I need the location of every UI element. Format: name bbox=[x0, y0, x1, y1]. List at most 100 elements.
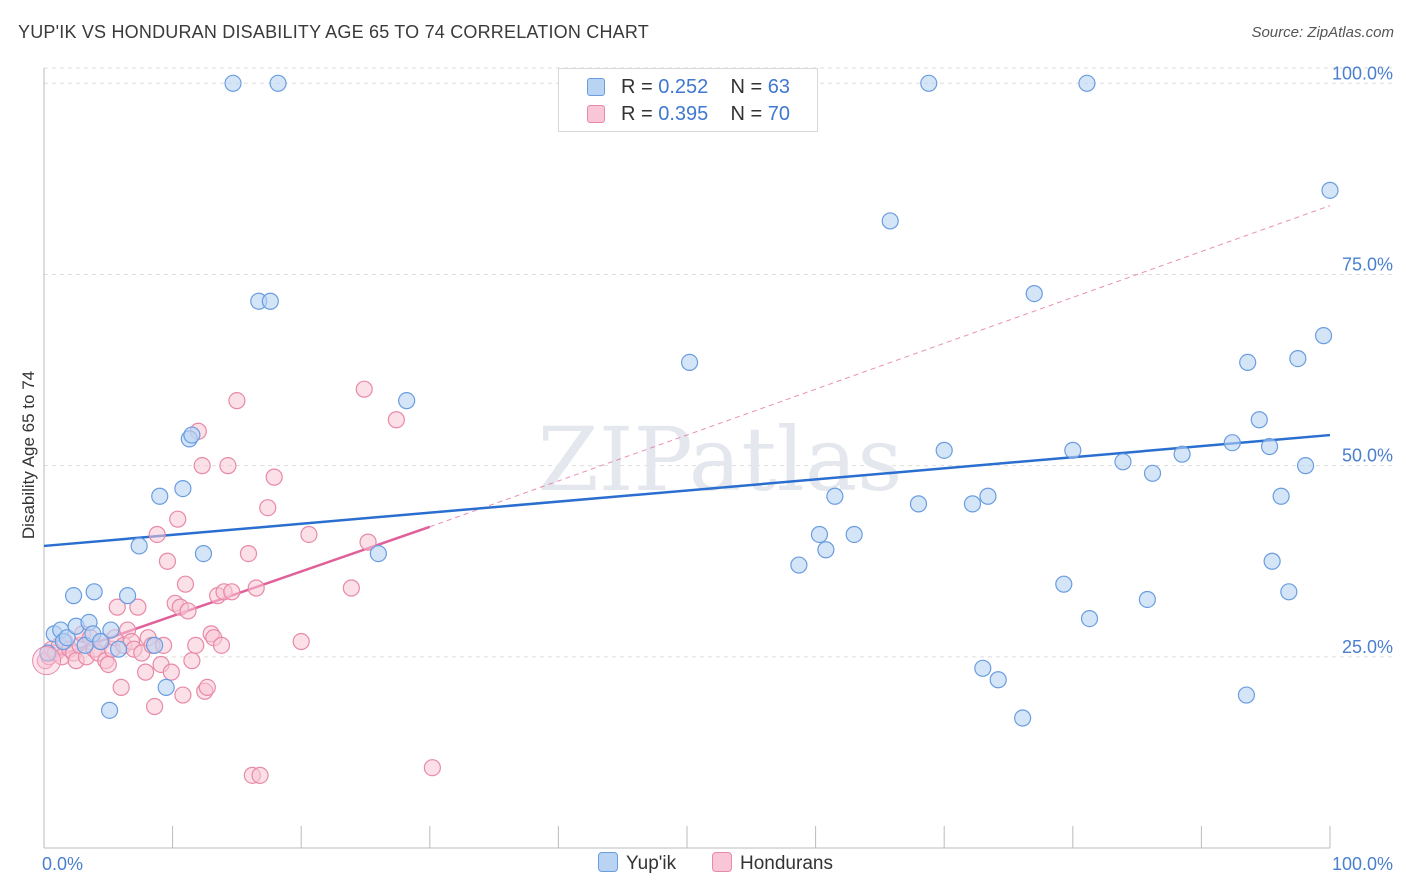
legend-label: Yup'ik bbox=[626, 853, 677, 874]
honduran-point bbox=[259, 499, 277, 517]
y-tick-label: 100.0% bbox=[1332, 63, 1393, 83]
yupik-point bbox=[1078, 74, 1096, 92]
yupik-point bbox=[1055, 575, 1073, 593]
hondurans-swatch bbox=[712, 852, 732, 872]
honduran-point bbox=[169, 510, 187, 528]
axes bbox=[43, 68, 1331, 849]
yupik-point bbox=[974, 659, 992, 677]
honduran-point bbox=[300, 525, 318, 544]
yupik-point bbox=[1296, 457, 1315, 475]
chart-title: YUP'IK VS HONDURAN DISABILITY AGE 65 TO … bbox=[18, 22, 649, 42]
yupik-point bbox=[157, 678, 175, 697]
yupik-point bbox=[1014, 709, 1032, 727]
yupik-point bbox=[145, 636, 164, 654]
yupik-point bbox=[1250, 411, 1268, 429]
hondurans-swatch bbox=[587, 105, 605, 123]
yupik-point bbox=[224, 74, 242, 92]
honduran-point bbox=[342, 579, 360, 597]
r-value: 0.252 bbox=[658, 76, 709, 98]
legend-item-yupik[interactable]: Yup'ik bbox=[598, 852, 676, 875]
yupik-point bbox=[935, 441, 953, 459]
yupik-swatch bbox=[587, 78, 605, 96]
yupik-point bbox=[979, 487, 997, 505]
honduran-point bbox=[247, 579, 265, 597]
n-value: 63 bbox=[767, 76, 791, 98]
yupik-point bbox=[1237, 686, 1256, 704]
yupik-point bbox=[680, 353, 699, 372]
yupik-trend-line bbox=[43, 433, 1331, 548]
data-points bbox=[32, 74, 1339, 784]
legend-item-hondurans[interactable]: Hondurans bbox=[712, 852, 833, 875]
yupik-point bbox=[1280, 583, 1298, 601]
yupik-point bbox=[1064, 441, 1082, 459]
yupik-point bbox=[174, 479, 192, 498]
y-tick-label: 75.0% bbox=[1342, 254, 1393, 274]
yupik-point bbox=[1143, 464, 1162, 482]
legend-label: Hondurans bbox=[740, 853, 833, 874]
honduran-point bbox=[423, 759, 441, 777]
yupik-point bbox=[1314, 327, 1333, 345]
y-tick-label: 50.0% bbox=[1342, 446, 1393, 466]
honduran-point bbox=[265, 468, 283, 486]
yupik-point bbox=[194, 544, 213, 563]
x-tick-label: 0.0% bbox=[42, 854, 83, 874]
honduran-point bbox=[162, 663, 180, 681]
yupik-point bbox=[1223, 434, 1241, 452]
yupik-point bbox=[1138, 590, 1156, 609]
yupik-point bbox=[1272, 487, 1290, 505]
honduran-point bbox=[176, 575, 195, 593]
yupik-point bbox=[1025, 284, 1043, 303]
honduran-point bbox=[198, 678, 216, 697]
honduran-point bbox=[387, 411, 405, 429]
yupik-point bbox=[100, 701, 119, 719]
yupik-point bbox=[1114, 453, 1132, 471]
yupik-point bbox=[826, 487, 844, 505]
hondurans-trend-extension bbox=[429, 205, 1331, 528]
honduran-point bbox=[355, 380, 373, 398]
x-tick-label: 100.0% bbox=[1332, 854, 1393, 874]
n-label: N = bbox=[730, 103, 768, 125]
honduran-point bbox=[179, 602, 197, 620]
r-label: R = bbox=[621, 103, 659, 125]
yupik-point bbox=[920, 74, 938, 92]
honduran-point bbox=[212, 636, 231, 654]
yupik-point bbox=[1173, 445, 1191, 463]
honduran-point bbox=[239, 544, 258, 563]
honduran-point bbox=[223, 583, 241, 601]
honduran-point bbox=[228, 392, 246, 410]
honduran-point bbox=[219, 457, 237, 475]
yupik-point bbox=[102, 621, 120, 639]
yupik-swatch bbox=[598, 852, 618, 872]
yupik-point bbox=[151, 487, 169, 505]
yupik-point bbox=[989, 671, 1007, 689]
yupik-point bbox=[1239, 353, 1257, 372]
yupik-point bbox=[810, 525, 829, 544]
yupik-point bbox=[118, 587, 137, 605]
yupik-point bbox=[130, 537, 148, 555]
gridlines bbox=[44, 67, 1392, 658]
yupik-point bbox=[91, 632, 110, 651]
tick-labels: 25.0% 50.0% 75.0% 100.0% 0.0% 100.0% bbox=[42, 63, 1393, 874]
yupik-point bbox=[1289, 349, 1307, 368]
r-label: R = bbox=[621, 76, 659, 98]
yupik-point bbox=[398, 392, 416, 410]
yupik-point bbox=[183, 426, 201, 444]
honduran-point bbox=[148, 525, 166, 544]
yupik-point bbox=[881, 212, 899, 230]
honduran-point bbox=[183, 652, 201, 670]
yupik-point bbox=[58, 629, 76, 647]
yupik-point bbox=[1080, 609, 1099, 628]
yupik-point bbox=[845, 525, 863, 544]
yupik-point bbox=[369, 544, 387, 563]
yupik-point bbox=[85, 583, 103, 601]
yupik-point bbox=[1260, 437, 1279, 456]
n-value: 70 bbox=[767, 103, 791, 125]
honduran-point-cluster bbox=[32, 646, 62, 676]
honduran-point bbox=[145, 697, 164, 716]
series-legend: Yup'ik Hondurans bbox=[0, 852, 1406, 878]
honduran-point bbox=[251, 766, 269, 784]
yupik-point bbox=[1321, 181, 1339, 199]
source-label: Source: ZipAtlas.com bbox=[1251, 24, 1394, 41]
yupik-point bbox=[1263, 552, 1281, 570]
